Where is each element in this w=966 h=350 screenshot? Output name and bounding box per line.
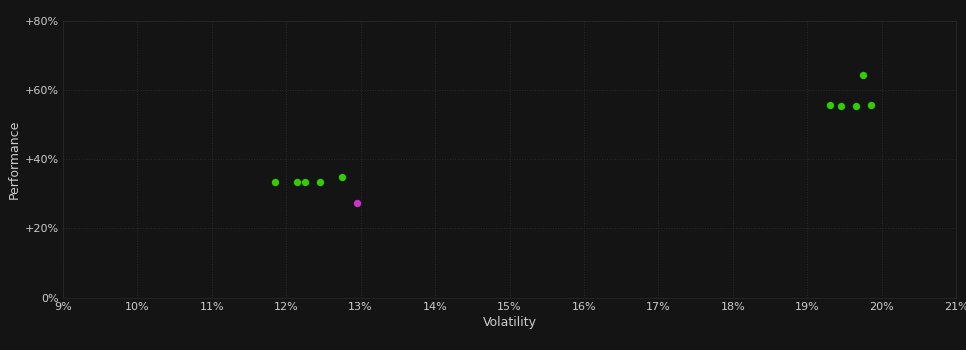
Point: [334, 174, 350, 180]
Point: [856, 72, 871, 77]
Point: [312, 180, 327, 185]
X-axis label: Volatility: Volatility: [483, 316, 536, 329]
Point: [848, 104, 864, 109]
Point: [349, 201, 364, 206]
Y-axis label: Performance: Performance: [8, 120, 20, 199]
Point: [298, 180, 313, 185]
Point: [822, 102, 838, 107]
Point: [863, 102, 878, 107]
Point: [290, 180, 305, 185]
Point: [834, 104, 849, 109]
Point: [268, 179, 283, 184]
